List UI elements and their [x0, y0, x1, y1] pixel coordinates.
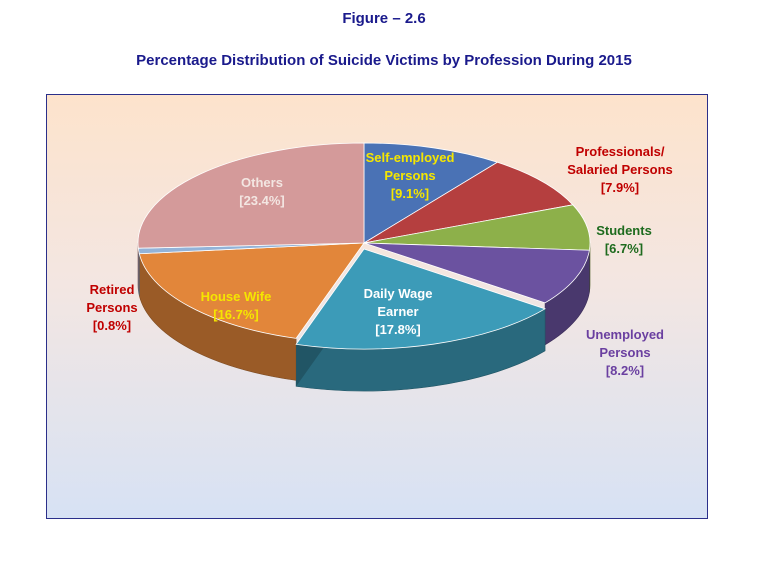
slice-label-unemployed-persons-0: Unemployed	[586, 327, 664, 342]
slice-label-daily-wage-earner-0: Daily Wage	[364, 286, 433, 301]
slice-label-professionals-salaried-persons-0: Professionals/	[576, 144, 665, 159]
slice-label-retired-persons-1: Persons	[86, 300, 137, 315]
chart-title: Percentage Distribution of Suicide Victi…	[136, 52, 632, 69]
pie-slice-self-employed-persons[interactable]	[363, 142, 499, 244]
slice-label-retired-persons-0: Retired	[90, 282, 135, 297]
value-label-professionals-salaried-persons: [7.9%]	[601, 180, 639, 195]
slice-label-self-employed-persons-1: Persons	[384, 168, 435, 183]
pie-slice-others[interactable]	[137, 142, 365, 249]
value-label-others: [23.4%]	[239, 193, 285, 208]
value-label-self-employed-persons: [9.1%]	[391, 186, 429, 201]
pie-slices	[137, 142, 591, 350]
value-label-students: [6.7%]	[605, 241, 643, 256]
value-label-unemployed-persons: [8.2%]	[606, 363, 644, 378]
slice-label-students-0: Students	[596, 223, 652, 238]
pie-slice-professionals-salaried-persons[interactable]	[363, 161, 574, 244]
slice-label-self-employed-persons-0: Self-employed	[366, 150, 455, 165]
slice-label-professionals-salaried-persons-1: Salaried Persons	[567, 162, 673, 177]
slice-label-unemployed-persons-1: Persons	[599, 345, 650, 360]
value-label-retired-persons: [0.8%]	[93, 318, 131, 333]
pie-slice-daily-wage-earner[interactable]	[295, 248, 547, 350]
value-label-daily-wage-earner: [17.8%]	[375, 322, 421, 337]
slice-labels: Self-employed Persons [9.1%] Professionals/…	[86, 144, 672, 378]
pie-slice-house-wife[interactable]	[138, 242, 365, 339]
pie-slice-students[interactable]	[363, 204, 591, 251]
pie-slice-unemployed-persons[interactable]	[363, 242, 590, 304]
slice-label-daily-wage-earner-1: Earner	[377, 304, 418, 319]
figure-label: Figure – 2.6	[342, 10, 426, 27]
value-label-house-wife: [16.7%]	[213, 307, 259, 322]
slice-label-others-0: Others	[241, 175, 283, 190]
slice-label-house-wife-0: House Wife	[201, 289, 272, 304]
